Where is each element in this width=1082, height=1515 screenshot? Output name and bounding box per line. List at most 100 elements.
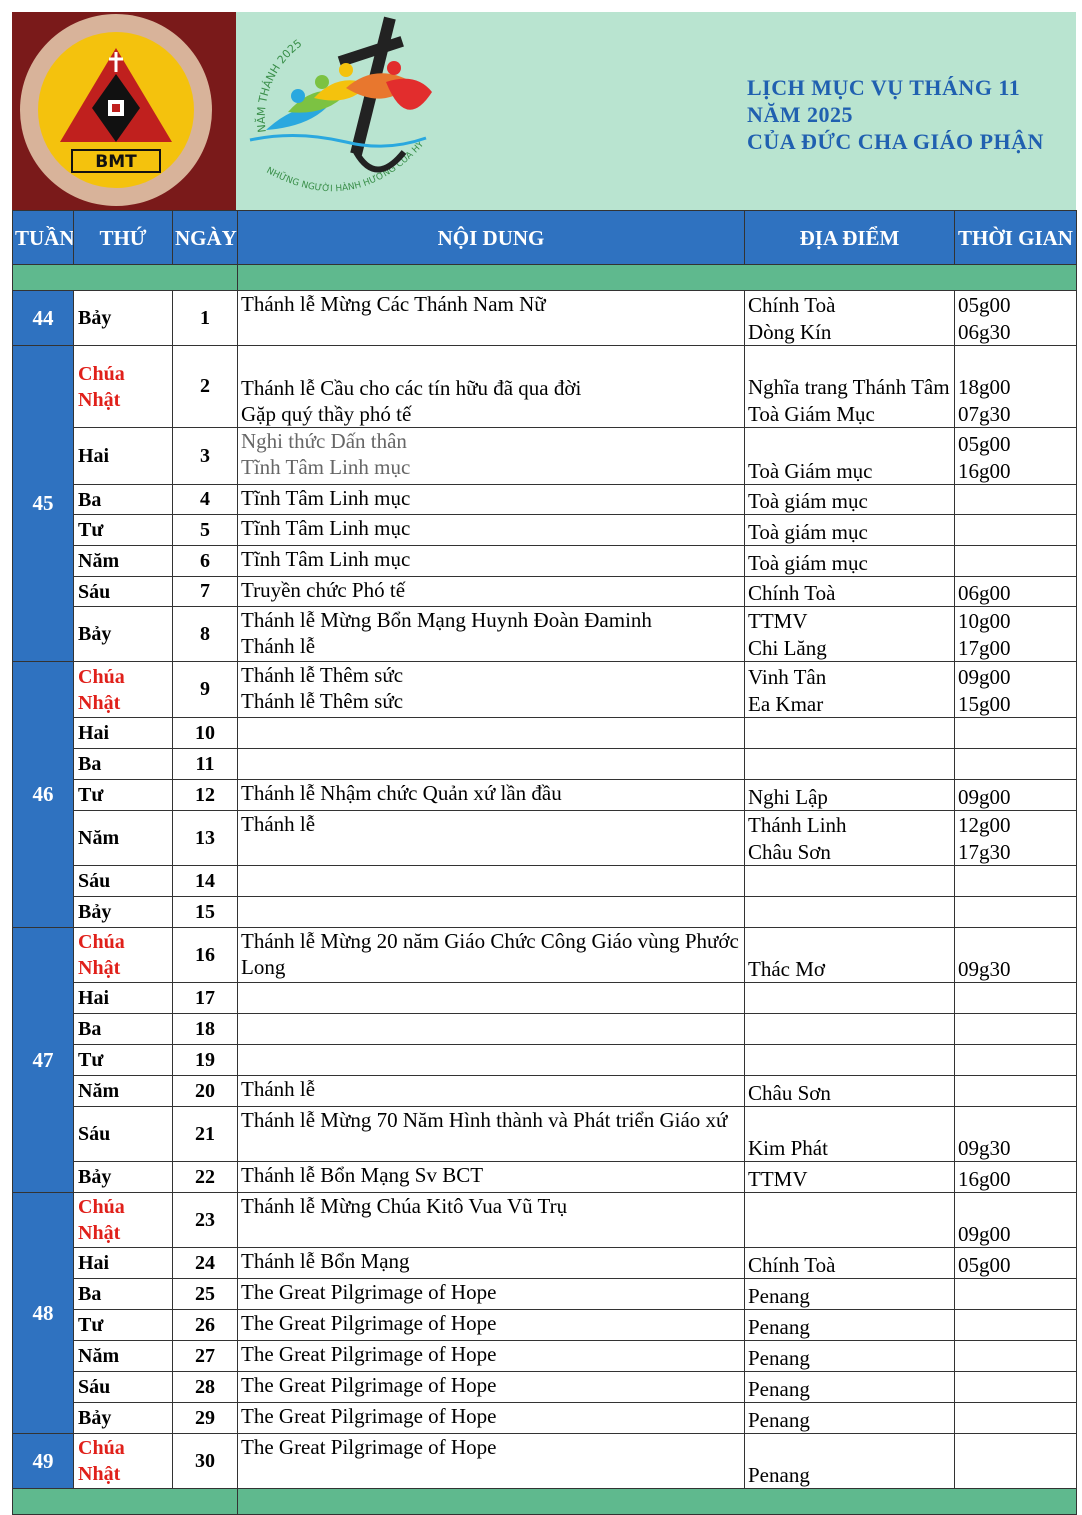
content-cell: Thánh lễ Mừng Các Thánh Nam Nữ	[237, 290, 745, 346]
weekday-cell: Năm	[73, 1340, 173, 1372]
date-cell: 9	[172, 661, 238, 718]
time-line: 06g30	[958, 319, 1011, 344]
time-cell	[954, 717, 1077, 749]
weekday-cell: Tư	[73, 1309, 173, 1341]
date-cell: 24	[172, 1247, 238, 1279]
content-lines	[241, 719, 741, 748]
day-row: Hai 10	[13, 717, 1077, 749]
location-line: Thánh Linh	[748, 813, 847, 837]
date-cell: 13	[172, 810, 238, 866]
weekday-cell: Sáu	[73, 1106, 173, 1162]
time-lines: 09g00	[958, 1194, 1073, 1247]
time-line: 09g00	[958, 1221, 1011, 1246]
time-cell: 10g00 17g00	[954, 606, 1077, 662]
column-header: THỜI GIAN	[954, 210, 1077, 265]
band-cell	[12, 264, 238, 291]
content-line: The Great Pilgrimage of Hope	[241, 1311, 497, 1335]
location-lines: Penang	[748, 1280, 951, 1309]
content-line: The Great Pilgrimage of Hope	[241, 1435, 497, 1459]
date-cell: 23	[172, 1192, 238, 1248]
location-cell: Penang	[744, 1340, 955, 1372]
content-cell: Tĩnh Tâm Linh mục	[237, 514, 745, 546]
content-lines	[241, 984, 741, 1013]
location-cell: Toà Giám mục	[744, 427, 955, 485]
weekday-cell: Bảy	[73, 896, 173, 928]
weekday-cell: Hai	[73, 717, 173, 749]
day-row: Sáu 14	[13, 865, 1077, 897]
jubilee-logo: NĂM THÁNH 2025 NHỮNG NGƯỜI HÀNH HƯƠNG CỦ…	[236, 12, 432, 194]
time-line: 17g00	[958, 635, 1011, 660]
date-cell: 30	[172, 1433, 238, 1489]
time-lines	[958, 1077, 1073, 1106]
location-cell	[744, 896, 955, 928]
weekday-cell: Sáu	[73, 1371, 173, 1403]
location-cell: Penang	[744, 1371, 955, 1403]
content-lines: Tĩnh Tâm Linh mục	[241, 547, 741, 576]
weekday-cell: Hai	[73, 1247, 173, 1279]
weekday-cell: Chúa Nhật	[73, 345, 173, 428]
time-line: 18g00	[958, 375, 1011, 399]
time-line: 09g00	[958, 784, 1011, 809]
header: BMT NĂM THÁNH 2025 NHỮNG NGƯỜI HÀNH HƯƠN…	[12, 12, 1076, 210]
content-line: Thánh lễ Thêm sức	[241, 663, 404, 687]
time-cell: 06g00	[954, 576, 1077, 607]
weekday-cell: Hai	[73, 427, 173, 485]
content-line: Tĩnh Tâm Linh mục	[241, 455, 411, 479]
date-cell: 3	[172, 427, 238, 485]
location-line: Nghi Lập	[748, 784, 828, 809]
day-row: Ba 11	[13, 748, 1077, 780]
content-lines: Thánh lễ Bổn Mạng	[241, 1249, 741, 1278]
location-cell	[744, 1044, 955, 1076]
location-lines: Toà Giám mục	[748, 429, 951, 484]
date-cell: 10	[172, 717, 238, 749]
time-cell	[954, 748, 1077, 780]
time-lines	[958, 984, 1073, 1013]
time-lines: 16g00	[958, 1163, 1073, 1192]
time-lines: 06g00	[958, 578, 1073, 606]
location-line: Chính Toà	[748, 293, 836, 317]
date-cell: 19	[172, 1044, 238, 1076]
time-lines: 05g00 16g00	[958, 429, 1073, 484]
weekday: Bảy	[78, 901, 112, 923]
content-cell	[237, 865, 745, 897]
location-line: Penang	[748, 1462, 810, 1487]
time-cell: 09g00 15g00	[954, 661, 1077, 718]
date-cell: 14	[172, 865, 238, 897]
weekday-cell: Bảy	[73, 1402, 173, 1434]
location-lines: Vinh Tân Ea Kmar	[748, 663, 951, 717]
content-line: Thánh lễ	[241, 1077, 316, 1101]
content-cell: Thánh lễ Bổn Mạng	[237, 1247, 745, 1279]
location-lines: TTMV	[748, 1163, 951, 1192]
time-lines	[958, 1342, 1073, 1371]
time-cell	[954, 865, 1077, 897]
location-cell: Penang	[744, 1433, 955, 1489]
location-lines	[748, 1046, 951, 1075]
day-row: Sáu 21 Thánh lễ Mừng 70 Năm Hình thành và …	[13, 1106, 1077, 1162]
title-line: LỊCH MỤC VỤ THÁNG 11	[747, 75, 1021, 100]
content-line: Thánh lễ Mừng Bổn Mạng Huynh Đoàn Đaminh	[241, 608, 652, 632]
date-cell: 8	[172, 606, 238, 662]
band-row	[12, 1488, 1077, 1515]
date-cell: 22	[172, 1161, 238, 1193]
time-line: 15g00	[958, 691, 1011, 716]
weekday: Sáu	[78, 1123, 111, 1145]
day-row: 44 Bảy 1 Thánh lễ Mừng Các Thánh Nam Nữ Chín…	[12, 290, 1077, 346]
location-cell	[744, 1013, 955, 1045]
time-line: 05g00	[958, 293, 1011, 317]
location-lines: Penang	[748, 1311, 951, 1340]
location-cell: TTMV Chi Lăng	[744, 606, 955, 662]
content-lines: The Great Pilgrimage of Hope	[241, 1373, 741, 1402]
weekday-cell: Sáu	[73, 865, 173, 897]
location-line: Toà giám mục	[748, 488, 868, 513]
weekday-cell: Tư	[73, 1044, 173, 1076]
time-cell	[954, 1309, 1077, 1341]
weekday-cell: Chúa Nhật	[73, 661, 173, 718]
day-row: 49 Chúa Nhật 30 The Great Pilgrimage of Hop…	[12, 1433, 1077, 1489]
time-cell	[954, 896, 1077, 928]
location-lines: Penang	[748, 1435, 951, 1488]
time-cell	[954, 1402, 1077, 1434]
time-lines: 18g00 07g30	[958, 347, 1073, 427]
column-header: ĐỊA ĐIỂM	[744, 210, 955, 265]
day-row: Tư 26 The Great Pilgrimage of Hope Penang	[13, 1309, 1077, 1341]
time-lines	[958, 1015, 1073, 1044]
